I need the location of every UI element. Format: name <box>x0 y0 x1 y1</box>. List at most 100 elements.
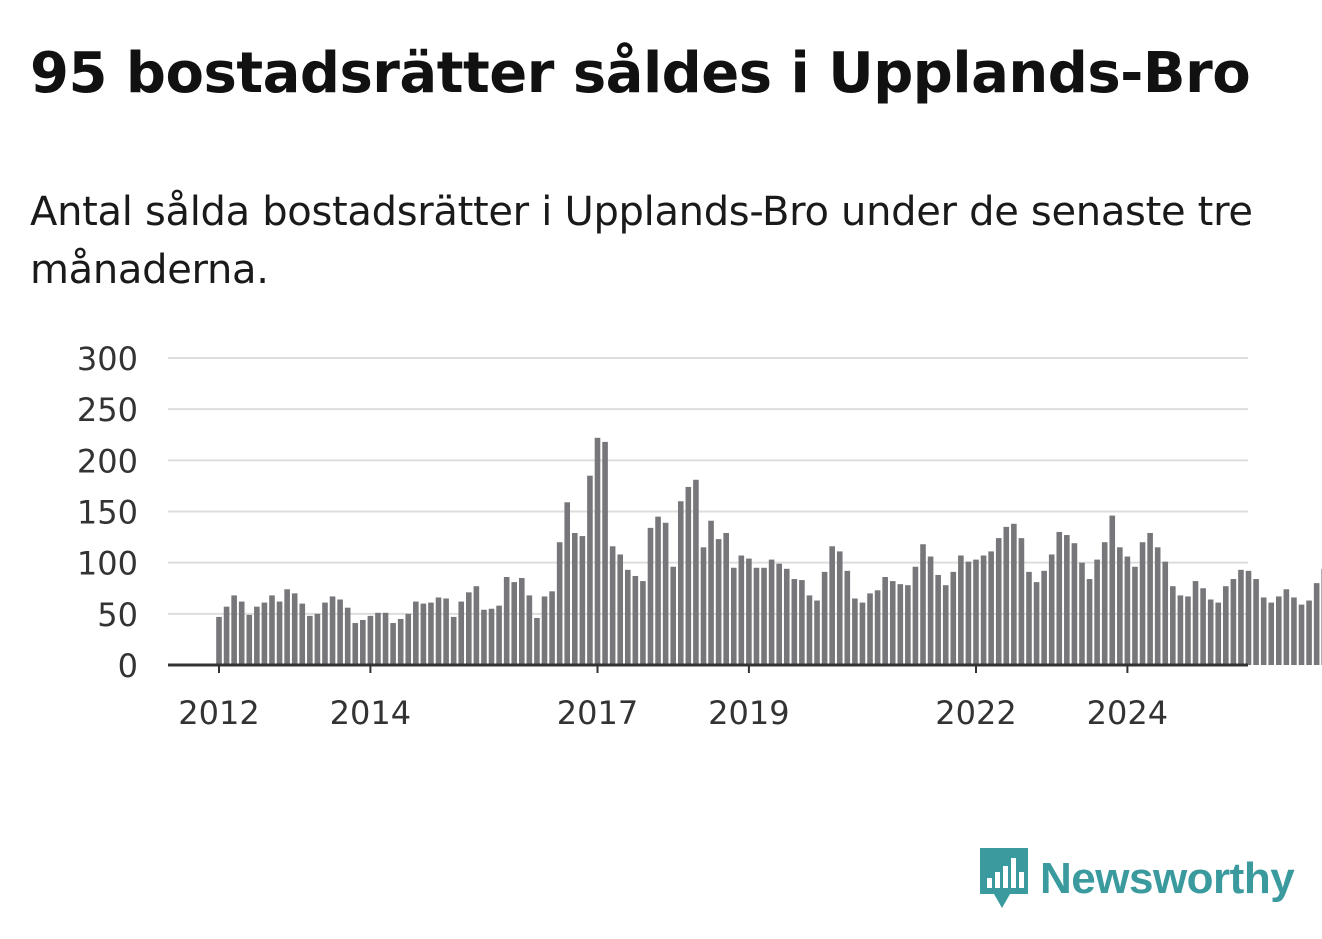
bar <box>632 575 639 665</box>
bar <box>980 555 987 665</box>
bar <box>269 595 275 665</box>
bar <box>768 559 775 665</box>
bar <box>413 601 419 665</box>
y-tick-label: 250 <box>77 391 138 429</box>
bar <box>1101 542 1108 665</box>
x-tick-label: 2019 <box>708 694 789 732</box>
bar <box>344 607 351 665</box>
bar <box>783 568 790 665</box>
bar <box>693 479 699 665</box>
bar <box>1132 566 1138 665</box>
bar <box>905 585 911 665</box>
bar <box>488 608 495 665</box>
y-tick-label: 300 <box>77 340 138 378</box>
newsworthy-logo-icon <box>980 848 1028 908</box>
bar <box>1033 582 1040 665</box>
bar <box>1276 596 1282 665</box>
bar <box>1109 515 1116 665</box>
bar <box>367 615 374 665</box>
bar <box>935 574 941 665</box>
bar <box>322 602 328 665</box>
bar <box>1260 597 1267 665</box>
bar <box>382 612 389 665</box>
bar <box>602 441 608 665</box>
bar <box>836 551 843 665</box>
bar <box>1064 535 1070 665</box>
y-tick-label: 150 <box>77 494 138 532</box>
chart-title: 95 bostadsrätter såldes i Upplands-Bro <box>30 41 1251 106</box>
bar <box>511 582 518 665</box>
bar <box>481 609 487 665</box>
bar <box>655 516 661 665</box>
gridlines <box>168 357 1248 615</box>
bar <box>844 570 851 665</box>
bar <box>708 520 714 665</box>
bar <box>571 532 578 665</box>
bar <box>715 539 722 665</box>
bar <box>1154 547 1161 665</box>
bar <box>534 617 540 665</box>
bar <box>284 589 290 665</box>
y-axis-ticks: 0 50 100 150 200 250 300 <box>77 340 138 685</box>
bar <box>806 595 813 665</box>
bar <box>1117 547 1123 665</box>
y-tick-label: 200 <box>77 442 138 480</box>
bar <box>307 615 313 665</box>
x-tick-label: 2012 <box>178 694 259 732</box>
bar <box>609 546 616 665</box>
bar <box>352 623 359 665</box>
bar <box>965 561 972 665</box>
bar <box>617 554 624 665</box>
bar <box>473 586 480 665</box>
bar <box>238 601 245 665</box>
bar <box>799 580 805 665</box>
bar <box>1306 600 1312 665</box>
bar <box>829 546 835 665</box>
x-tick-label: 2022 <box>935 694 1016 732</box>
bar <box>466 592 472 665</box>
bar <box>776 563 782 665</box>
bar <box>753 567 760 665</box>
bar <box>216 616 222 665</box>
bar <box>1215 602 1222 665</box>
bar <box>541 596 548 665</box>
bar <box>397 618 404 665</box>
bar <box>420 603 427 665</box>
bar <box>1245 570 1252 665</box>
bar <box>647 527 654 665</box>
bar <box>927 556 934 665</box>
x-axis: 2012 2014 2017 2019 2022 2024 <box>168 663 1248 732</box>
bar <box>1230 579 1237 665</box>
bar <box>700 547 707 665</box>
bar <box>723 532 729 665</box>
bar <box>246 614 253 665</box>
bar <box>662 522 669 665</box>
bar <box>874 590 881 665</box>
bar <box>1200 588 1206 665</box>
bar <box>746 558 752 665</box>
bar <box>1207 599 1214 665</box>
bar <box>503 576 510 665</box>
bar <box>435 597 442 665</box>
brand-name: Newsworthy <box>1040 854 1295 903</box>
bar <box>329 596 336 665</box>
bar <box>942 585 949 665</box>
bar <box>1268 602 1275 665</box>
bar <box>1139 542 1146 665</box>
bar <box>594 437 601 665</box>
bar <box>231 595 237 665</box>
bar <box>624 569 631 665</box>
bar <box>920 544 926 665</box>
chart-subtitle: Antal sålda bostadsrätter i Upplands-Bro… <box>30 189 1253 293</box>
x-tick-label: 2017 <box>557 694 638 732</box>
y-tick-label: 0 <box>118 647 138 685</box>
bar <box>988 551 994 665</box>
bar <box>1291 597 1297 665</box>
bar <box>375 612 381 665</box>
bar <box>1170 586 1176 665</box>
bar <box>579 536 586 665</box>
bar <box>814 600 820 665</box>
bar <box>450 616 457 665</box>
bar <box>995 538 1002 665</box>
x-tick-label: 2014 <box>330 694 411 732</box>
